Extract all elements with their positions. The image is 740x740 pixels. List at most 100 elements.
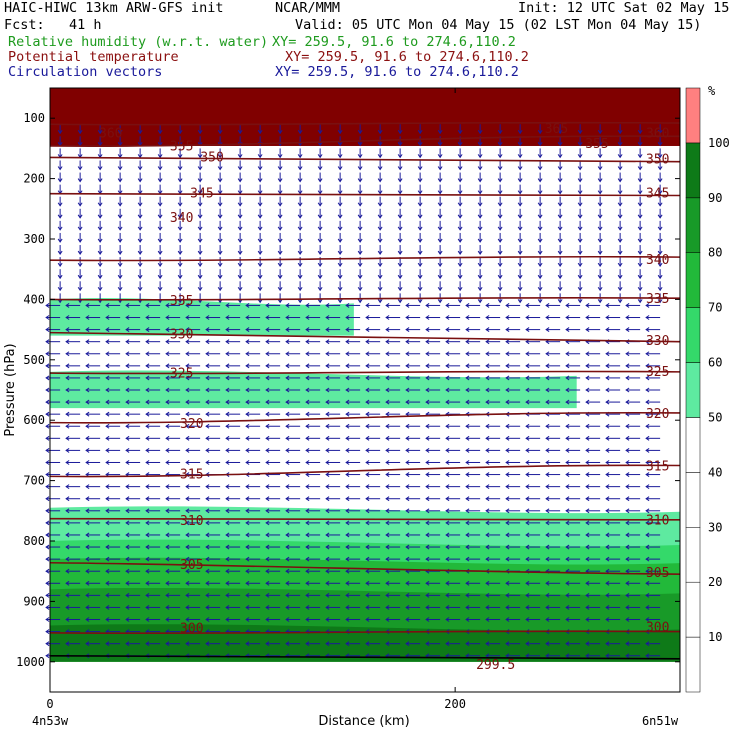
- vector-arrowhead: [485, 617, 490, 622]
- vector-arrowhead: [105, 641, 110, 647]
- vector-arrowhead: [105, 327, 110, 333]
- vector-arrowhead: [285, 351, 290, 357]
- vector-arrowhead: [117, 166, 123, 171]
- vector-arrowhead: [417, 226, 423, 231]
- vector-arrowhead: [585, 375, 590, 381]
- vector-arrowhead: [165, 363, 170, 369]
- vector-arrowhead: [525, 303, 530, 308]
- vector-arrowhead: [205, 520, 210, 526]
- vector-arrowhead: [277, 202, 283, 207]
- vector-arrowhead: [505, 617, 510, 622]
- vector-arrowhead: [545, 556, 550, 562]
- vector-arrowhead: [317, 142, 323, 147]
- vector-arrowhead: [425, 327, 430, 333]
- vector-arrowhead: [297, 214, 303, 219]
- vector-arrowhead: [585, 580, 590, 586]
- vector-arrowhead: [317, 190, 323, 195]
- vector-arrowhead: [205, 580, 210, 586]
- vector-arrowhead: [157, 274, 163, 280]
- vector-arrowhead: [545, 315, 550, 320]
- vector-arrowhead: [145, 544, 150, 550]
- rh-fill-layer: [50, 88, 680, 662]
- vector-arrowhead: [85, 339, 90, 345]
- vector-arrowhead: [645, 580, 650, 586]
- vector-arrowhead: [637, 129, 643, 135]
- vector-arrowhead: [657, 250, 663, 255]
- vector-arrowhead: [525, 532, 530, 538]
- vector-arrowhead: [405, 351, 410, 357]
- vector-arrowhead: [245, 423, 250, 429]
- vector-arrowhead: [317, 299, 323, 304]
- vector-arrowhead: [217, 262, 223, 268]
- vector-arrowhead: [305, 605, 310, 610]
- vector-arrowhead: [585, 617, 590, 622]
- vector-arrowhead: [117, 214, 123, 219]
- vector-arrowhead: [217, 154, 223, 159]
- vector-arrowhead: [45, 617, 50, 622]
- vector-arrowhead: [485, 387, 490, 393]
- vector-arrowhead: [525, 496, 530, 502]
- vector-arrowhead: [385, 315, 390, 320]
- vector-arrowhead: [417, 262, 423, 268]
- vector-arrowhead: [65, 387, 70, 393]
- vector-arrowhead: [345, 544, 350, 550]
- vector-arrowhead: [485, 435, 490, 441]
- vector-arrowhead: [545, 508, 550, 514]
- vector-arrowhead: [497, 202, 503, 207]
- vector-arrowhead: [65, 641, 70, 647]
- vector-arrowhead: [125, 508, 130, 514]
- vector-arrowhead: [137, 129, 143, 135]
- vector-arrowhead: [77, 262, 83, 268]
- vector-arrowhead: [405, 472, 410, 477]
- vector-arrowhead: [645, 375, 650, 381]
- vector-arrowhead: [445, 303, 450, 308]
- vector-arrowhead: [145, 592, 150, 598]
- vector-arrowhead: [305, 484, 310, 490]
- vector-arrowhead: [65, 484, 70, 490]
- vector-arrowhead: [477, 250, 483, 255]
- vector-arrowhead: [305, 387, 310, 393]
- vector-arrowhead: [165, 303, 170, 308]
- vector-arrowhead: [557, 129, 563, 135]
- vector-arrowhead: [257, 226, 263, 231]
- vector-arrowhead: [457, 202, 463, 207]
- vector-arrowhead: [517, 287, 523, 292]
- vector-arrowhead: [345, 472, 350, 477]
- vector-arrowhead: [177, 226, 183, 231]
- vector-arrowhead: [437, 299, 443, 304]
- vector-arrowhead: [477, 262, 483, 268]
- vector-arrowhead: [417, 190, 423, 195]
- vector-arrowhead: [105, 351, 110, 357]
- vector-arrowhead: [505, 520, 510, 526]
- vector-arrowhead: [377, 274, 383, 280]
- vector-arrowhead: [65, 363, 70, 369]
- vector-arrowhead: [117, 262, 123, 268]
- vector-arrowhead: [337, 274, 343, 280]
- vector-arrowhead: [397, 238, 403, 243]
- vector-arrowhead: [545, 447, 550, 453]
- vector-arrowhead: [425, 460, 430, 465]
- vector-arrowhead: [325, 580, 330, 586]
- vector-arrowhead: [137, 226, 143, 231]
- vector-arrowhead: [105, 484, 110, 490]
- vector-arrowhead: [565, 484, 570, 490]
- vector-arrowhead: [385, 641, 390, 647]
- vector-arrowhead: [245, 435, 250, 441]
- vector-arrowhead: [385, 484, 390, 490]
- vector-arrowhead: [525, 605, 530, 610]
- vector-arrowhead: [385, 411, 390, 417]
- vector-arrowhead: [565, 387, 570, 393]
- vector-arrowhead: [225, 544, 230, 550]
- vector-arrowhead: [585, 387, 590, 393]
- vector-arrowhead: [605, 641, 610, 647]
- vector-arrowhead: [85, 387, 90, 393]
- vector-arrowhead: [425, 592, 430, 598]
- theta-contour-label: 355: [585, 137, 608, 152]
- vector-arrowhead: [465, 532, 470, 538]
- vector-arrowhead: [465, 460, 470, 465]
- vector-arrowhead: [57, 202, 63, 207]
- vector-arrowhead: [177, 154, 183, 159]
- vector-arrowhead: [645, 447, 650, 453]
- vector-arrowhead: [185, 303, 190, 308]
- vector-arrowhead: [625, 484, 630, 490]
